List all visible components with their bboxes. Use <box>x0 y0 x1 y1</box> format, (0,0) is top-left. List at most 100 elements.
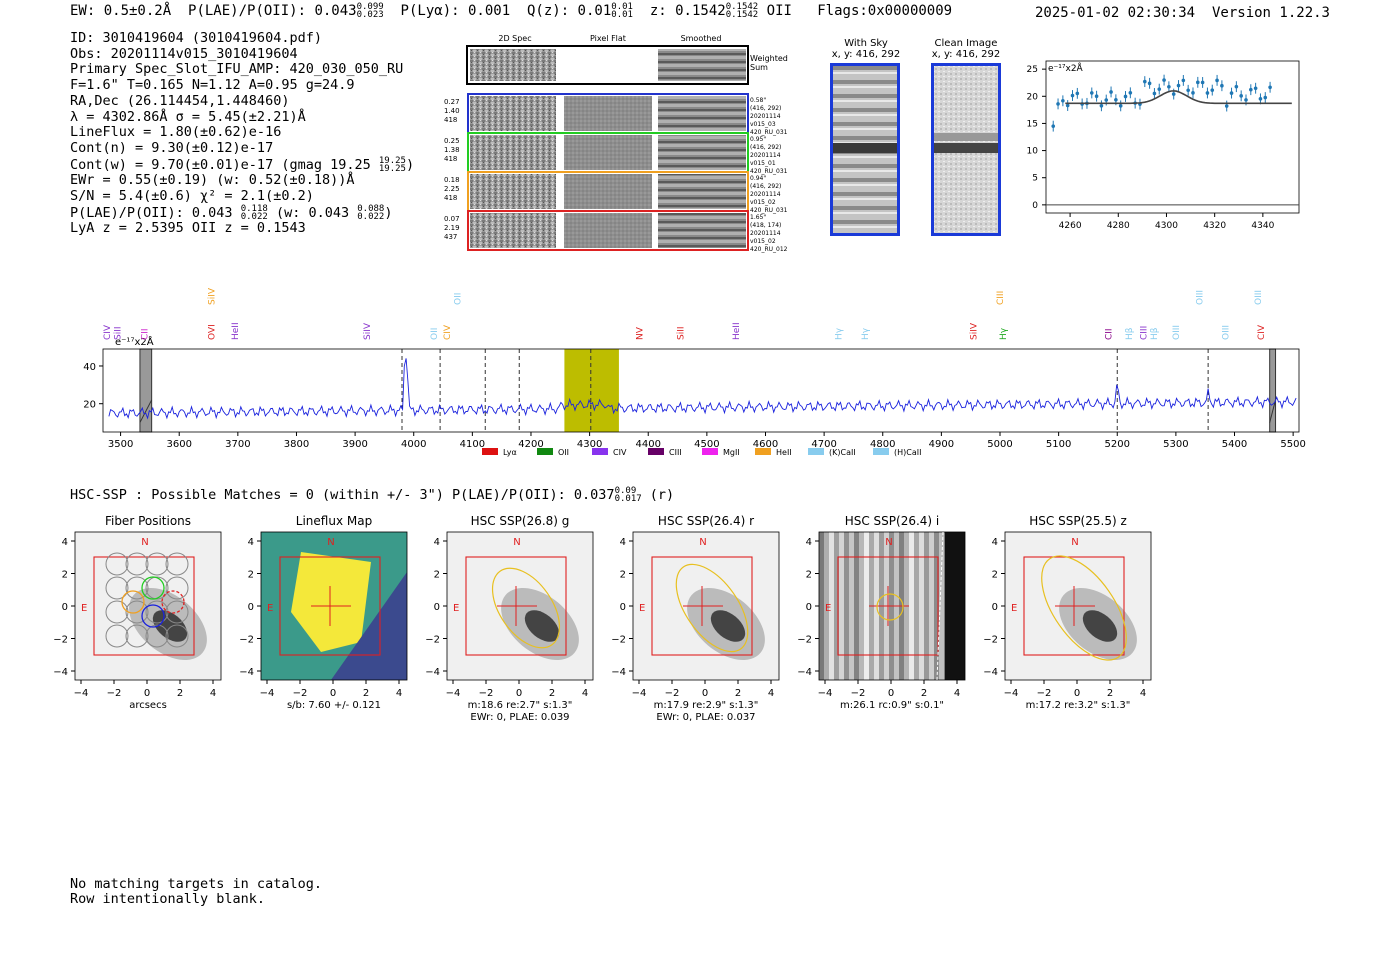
line-id-label: Hβ <box>1125 327 1135 340</box>
full-xtick-label: 5200 <box>1105 439 1130 450</box>
stamp-xtick-label: 2 <box>177 688 183 699</box>
north-label: N <box>327 537 334 548</box>
fiber-right-info: v015_01 <box>750 160 776 167</box>
stripe <box>929 532 934 680</box>
fiber-left-stat: 0.27 <box>444 98 460 106</box>
stamp-ytick-label: 0 <box>248 602 254 613</box>
zoom-data-point <box>1253 86 1258 91</box>
fiber-right-info: 420_RU_012 <box>750 246 788 253</box>
zoom-data-point <box>1200 80 1205 85</box>
stamp-xtick-label: −4 <box>74 688 89 699</box>
legend-label: CIV <box>613 448 627 457</box>
fiber-pixel-flat <box>564 174 652 209</box>
zoom-data-point <box>1239 94 1243 98</box>
line-id-label: Hγ <box>999 327 1009 340</box>
stamp-caption: m:26.1 rc:0.9" s:0.1" <box>840 700 944 711</box>
zoom-ytick-label: 20 <box>1027 92 1039 102</box>
stamp-ytick-label: −4 <box>425 667 440 678</box>
stamp-ytick-label: 2 <box>248 570 254 581</box>
stamp-ytick-label: −2 <box>797 635 812 646</box>
stamp-xtick-label: 4 <box>768 688 774 699</box>
line-id-label: OII <box>454 293 464 305</box>
col-label-smoothed: Smoothed <box>681 34 722 43</box>
with-sky-title: With Sky x, y: 416, 292 <box>830 38 902 60</box>
stamp-xtick-label: −4 <box>1004 688 1019 699</box>
fiber-2d-spec <box>470 135 556 170</box>
zoom-xtick-label: 4260 <box>1059 221 1082 231</box>
fiber-circle <box>165 552 189 576</box>
fiber-right-info: 20201114 <box>750 191 781 198</box>
stamp-xtick-label: 4 <box>210 688 216 699</box>
masked-hatch <box>139 399 153 423</box>
stamp-title: HSC SSP(26.8) g <box>471 514 570 528</box>
full-ytick-label: 20 <box>83 400 96 411</box>
fiber-right-info: v015_02 <box>750 199 776 206</box>
header-plae-lo: 0.023 <box>356 10 384 20</box>
fiber-circle <box>145 576 169 600</box>
galaxy-core <box>710 610 746 642</box>
stripe <box>934 532 939 680</box>
legend-swatch <box>873 448 889 455</box>
stripe <box>939 532 944 680</box>
stripe <box>844 532 849 680</box>
line-id-label: OIII <box>1222 325 1232 340</box>
full-xtick-label: 4500 <box>694 439 719 450</box>
meta-plae-w-hi: 0.088 <box>357 203 385 214</box>
east-label: E <box>267 603 273 614</box>
stamp-xtick-label: −4 <box>632 688 647 699</box>
zoom-data-point <box>1224 104 1229 108</box>
stamp-title: Fiber Positions <box>105 514 191 528</box>
line-id-label: NV <box>635 326 645 340</box>
fiber-circle <box>125 624 149 648</box>
full-xtick-label: 4400 <box>636 439 661 450</box>
zoom-data-point <box>1220 83 1224 88</box>
zoom-ytick-label: 25 <box>1027 65 1038 75</box>
fiber-right-info: 0.58" <box>750 97 766 104</box>
stamp-ytick-label: 4 <box>434 537 440 548</box>
stamp-ytick-label: 0 <box>806 602 812 613</box>
meta-primary: Primary Spec_Slot_IFU_AMP: 420_030_050_R… <box>70 61 404 78</box>
zoom-data-point <box>1109 90 1113 94</box>
zoom-data-point <box>1070 93 1075 98</box>
east-label: E <box>639 603 645 614</box>
stamp-ytick-label: 0 <box>434 602 440 613</box>
stamp-xtick-label: 2 <box>1107 688 1113 699</box>
meta-cont-w-text: Cont(w) = 9.70(±0.01)e-17 (gmag 19.25 <box>70 156 371 173</box>
full-ytick-label: 40 <box>83 362 96 373</box>
stamp-xtick-label: −4 <box>260 688 275 699</box>
fiber-circle <box>125 600 149 624</box>
fiber-circle-blue <box>141 604 165 628</box>
line-id-label: CIV <box>1257 324 1267 340</box>
stamp-xtick-label: 2 <box>921 688 927 699</box>
legend-label: MgII <box>723 448 740 457</box>
stripe <box>824 532 829 680</box>
stamp-xtick-label: 4 <box>396 688 402 699</box>
fiber-left-stat: 2.25 <box>444 185 460 193</box>
legend-swatch <box>755 448 771 455</box>
header-plya: P(Lyα): 0.001 <box>400 3 511 19</box>
fiber-left-stat: 418 <box>444 194 457 202</box>
fiber-right-info: 20201114 <box>750 152 781 159</box>
header-plae: P(LAE)/P(OII): 0.043 <box>188 3 357 19</box>
cutout-images <box>830 63 1001 236</box>
stamp-ytick-label: −2 <box>239 635 254 646</box>
stamp-xtick-label: −4 <box>446 688 461 699</box>
fiber-circle <box>125 576 149 600</box>
aperture-box <box>651 556 753 656</box>
header-z: z: 0.1542 <box>649 3 726 19</box>
zoom-ytick-label: 5 <box>1032 174 1038 184</box>
legend-label: (K)CaII <box>829 448 856 457</box>
zoom-data-point <box>1075 91 1080 96</box>
stamp-xtick-label: −2 <box>479 688 494 699</box>
stamp-panel-1: Fiber Positions N E 4 2 0 −2 −4 −4 −2 0 2 4 arcsecs <box>53 514 222 711</box>
zoom-data-point <box>1094 94 1099 99</box>
stamp-ytick-label: −2 <box>53 635 68 646</box>
stamp-xtick-label: 4 <box>582 688 588 699</box>
fiber-circle <box>165 576 189 600</box>
zoom-data-point <box>1123 94 1128 99</box>
meta-plae-text: P(LAE)/P(OII): 0.043 <box>70 204 233 221</box>
fiber-right-info: v015_02 <box>750 238 776 245</box>
fiber-pixel-flat <box>564 213 652 248</box>
